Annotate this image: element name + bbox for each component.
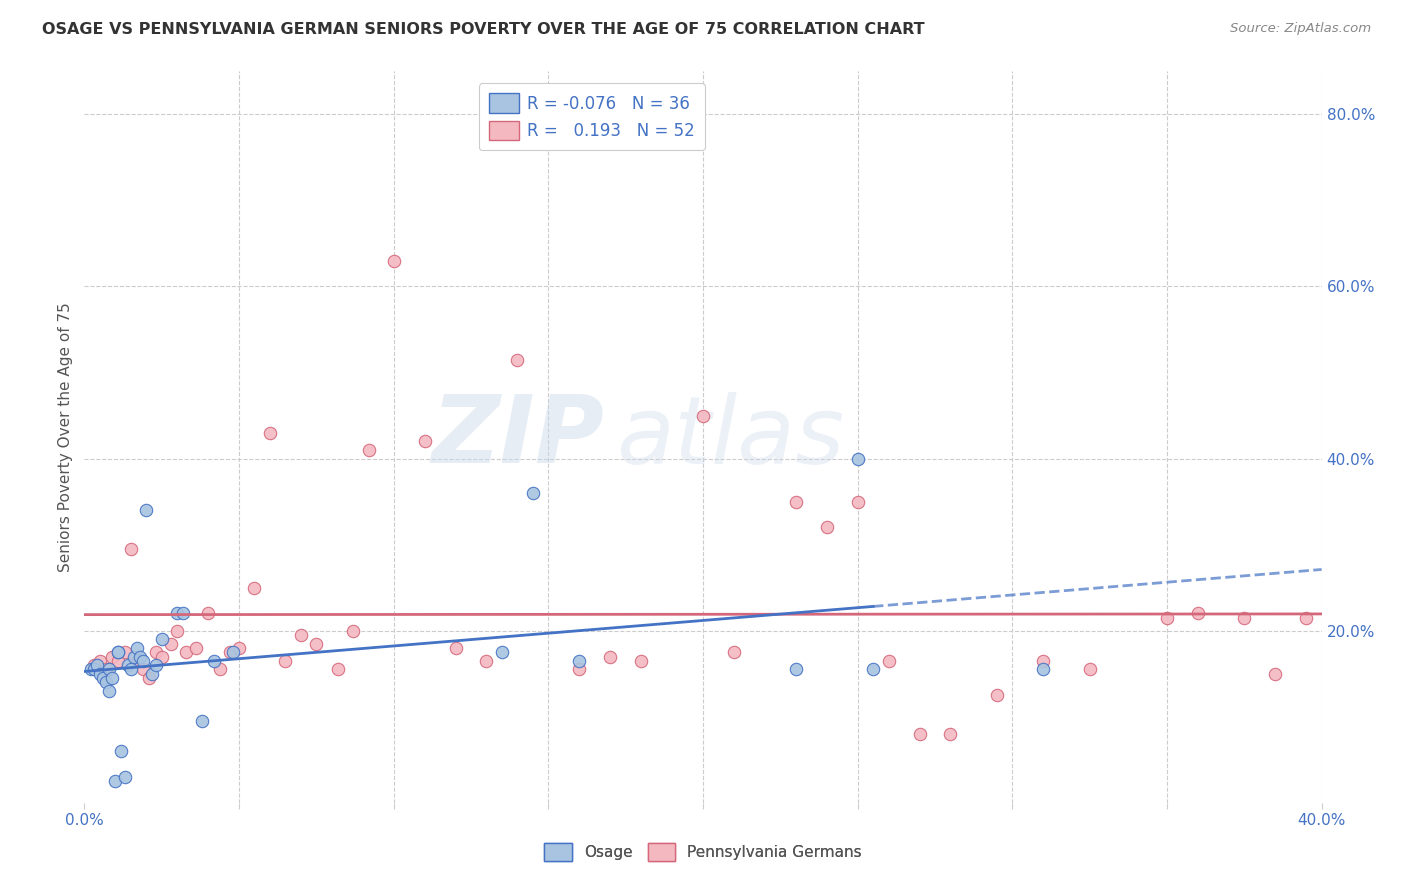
Point — [1187, 607, 1209, 621]
Point — [413, 434, 436, 449]
Point — [132, 662, 155, 676]
Point — [166, 624, 188, 638]
Point — [138, 671, 160, 685]
Point — [1233, 611, 1256, 625]
Point — [218, 645, 240, 659]
Text: Source: ZipAtlas.com: Source: ZipAtlas.com — [1230, 22, 1371, 36]
Point — [125, 654, 148, 668]
Point — [357, 442, 380, 457]
Point — [145, 658, 167, 673]
Point — [908, 727, 931, 741]
Point — [191, 714, 214, 728]
Point — [166, 607, 188, 621]
Point — [107, 645, 129, 659]
Point — [568, 662, 591, 676]
Y-axis label: Seniors Poverty Over the Age of 75: Seniors Poverty Over the Age of 75 — [58, 302, 73, 572]
Text: atlas: atlas — [616, 392, 845, 483]
Point — [444, 640, 467, 655]
Point — [877, 654, 900, 668]
Point — [107, 654, 129, 668]
Point — [89, 666, 111, 681]
Point — [160, 637, 183, 651]
Point — [506, 352, 529, 367]
Point — [79, 662, 101, 676]
Point — [1295, 611, 1317, 625]
Point — [274, 654, 297, 668]
Point — [114, 770, 136, 784]
Point — [129, 649, 152, 664]
Point — [986, 688, 1008, 702]
Point — [107, 645, 129, 659]
Point — [1032, 662, 1054, 676]
Point — [132, 654, 155, 668]
Point — [83, 658, 105, 673]
Point — [382, 253, 405, 268]
Point — [94, 675, 117, 690]
Point — [94, 662, 117, 676]
Point — [862, 662, 884, 676]
Point — [1078, 662, 1101, 676]
Legend: Osage, Pennsylvania Germans: Osage, Pennsylvania Germans — [544, 843, 862, 861]
Point — [89, 654, 111, 668]
Point — [98, 684, 121, 698]
Point — [599, 649, 621, 664]
Point — [491, 645, 513, 659]
Point — [342, 624, 364, 638]
Point — [110, 744, 132, 758]
Point — [846, 451, 869, 466]
Point — [86, 658, 108, 673]
Point — [135, 503, 157, 517]
Point — [692, 409, 714, 423]
Point — [1032, 654, 1054, 668]
Point — [228, 640, 250, 655]
Point — [939, 727, 962, 741]
Point — [145, 645, 167, 659]
Point — [1156, 611, 1178, 625]
Point — [172, 607, 194, 621]
Point — [184, 640, 207, 655]
Point — [785, 494, 807, 508]
Point — [141, 666, 163, 681]
Point — [475, 654, 498, 668]
Point — [1264, 666, 1286, 681]
Point — [101, 649, 124, 664]
Point — [120, 662, 142, 676]
Point — [815, 520, 838, 534]
Point — [202, 654, 225, 668]
Point — [305, 637, 328, 651]
Point — [326, 662, 349, 676]
Point — [209, 662, 232, 676]
Point — [723, 645, 745, 659]
Point — [125, 640, 148, 655]
Point — [150, 649, 173, 664]
Point — [259, 425, 281, 440]
Point — [176, 645, 198, 659]
Point — [846, 494, 869, 508]
Point — [104, 774, 127, 789]
Point — [83, 662, 105, 676]
Point — [243, 581, 266, 595]
Point — [630, 654, 652, 668]
Point — [117, 658, 139, 673]
Point — [197, 607, 219, 621]
Point — [522, 486, 544, 500]
Point — [101, 671, 124, 685]
Text: ZIP: ZIP — [432, 391, 605, 483]
Point — [222, 645, 245, 659]
Point — [114, 645, 136, 659]
Point — [150, 632, 173, 647]
Point — [122, 649, 145, 664]
Text: OSAGE VS PENNSYLVANIA GERMAN SENIORS POVERTY OVER THE AGE OF 75 CORRELATION CHAR: OSAGE VS PENNSYLVANIA GERMAN SENIORS POV… — [42, 22, 925, 37]
Point — [91, 671, 114, 685]
Point — [785, 662, 807, 676]
Point — [120, 541, 142, 556]
Point — [290, 628, 312, 642]
Point — [98, 662, 121, 676]
Point — [568, 654, 591, 668]
